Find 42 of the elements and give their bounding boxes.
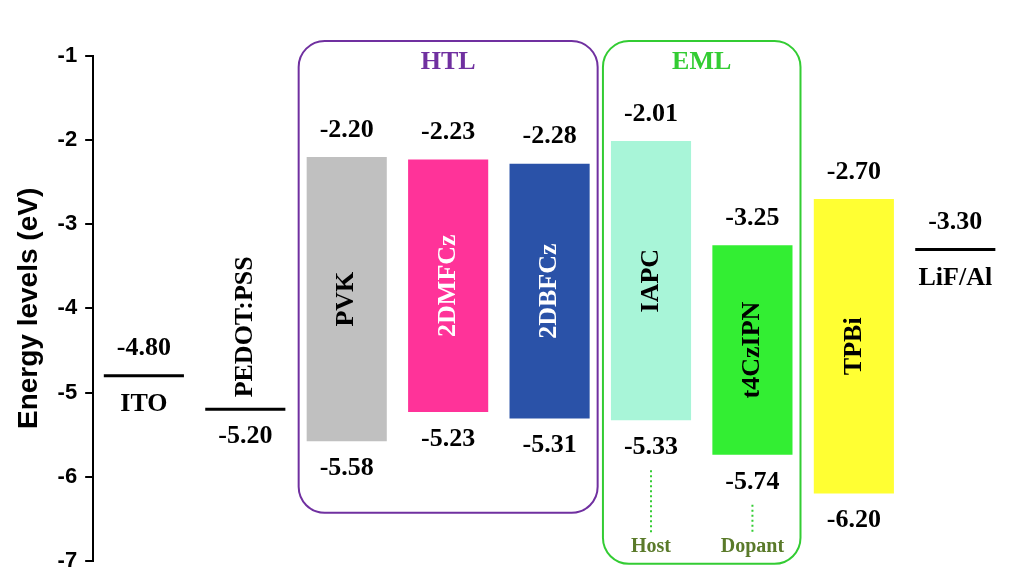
annotation: -6.20 bbox=[826, 504, 881, 534]
annotation: -5.74 bbox=[725, 465, 780, 495]
y-tick-label: -5 bbox=[57, 378, 78, 404]
x-tick-label: t4CzIPN bbox=[736, 301, 766, 399]
y-tick-label: -4 bbox=[57, 294, 78, 320]
x-tick-label: 2DMFCz bbox=[431, 234, 461, 337]
y-tick-label: -3 bbox=[57, 210, 78, 236]
annotation: -5.33 bbox=[623, 431, 679, 461]
annotation: -5.58 bbox=[319, 452, 374, 482]
annotation: -2.20 bbox=[319, 113, 374, 143]
bar bbox=[610, 140, 692, 421]
y-tick-label: -1 bbox=[57, 42, 78, 68]
x-tick-label: LiF/Al bbox=[918, 262, 993, 292]
annotation: -5.31 bbox=[522, 429, 577, 459]
x-tick-label: TPBi bbox=[837, 317, 867, 376]
y-tick-label: -2 bbox=[57, 126, 78, 152]
bar bbox=[509, 163, 590, 419]
bar bbox=[408, 159, 489, 412]
annotation: -2.70 bbox=[826, 155, 881, 185]
y-tick-label: -7 bbox=[57, 546, 78, 572]
x-tick-label: PEDOT:PSS bbox=[229, 256, 259, 398]
bar bbox=[712, 245, 793, 455]
bar bbox=[306, 156, 387, 442]
annotation: -2.01 bbox=[623, 97, 679, 127]
annotation: -5.20 bbox=[218, 420, 273, 450]
x-tick-label: IAPC bbox=[634, 248, 664, 313]
annotation: Host bbox=[631, 533, 672, 556]
annotation: -2.23 bbox=[421, 116, 476, 146]
annotation: -3.30 bbox=[928, 206, 983, 236]
x-tick-label: PVK bbox=[330, 270, 360, 327]
annotation: HTL bbox=[420, 45, 476, 75]
annotation: -4.80 bbox=[116, 332, 171, 362]
bar bbox=[813, 199, 894, 494]
annotation: -5.23 bbox=[421, 422, 476, 452]
annotation: -3.25 bbox=[725, 202, 780, 232]
annotation: -2.28 bbox=[522, 120, 577, 150]
x-tick-label: 2DBFCz bbox=[533, 243, 563, 339]
y-axis-title: Energy levels (eV) bbox=[11, 187, 43, 430]
annotation: Dopant bbox=[720, 533, 785, 557]
x-tick-label: ITO bbox=[120, 388, 168, 418]
y-tick-label: -6 bbox=[57, 462, 78, 488]
annotation: EML bbox=[672, 45, 732, 75]
